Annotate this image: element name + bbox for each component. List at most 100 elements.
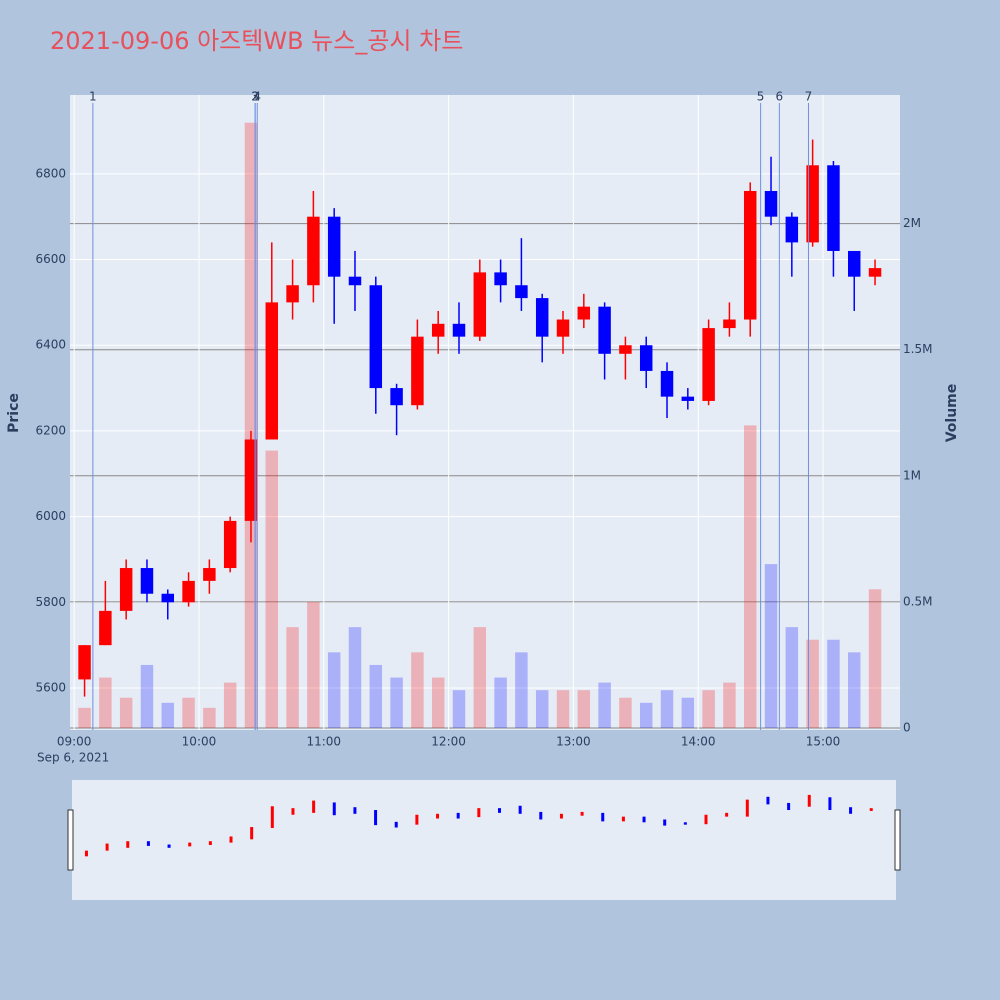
- y-tick-label: 6000: [35, 509, 66, 523]
- volume-bar: [577, 690, 591, 728]
- candle-body: [556, 319, 570, 337]
- candle-body: [619, 345, 632, 354]
- candle-body: [681, 396, 695, 401]
- slider-handle[interactable]: [67, 809, 74, 871]
- candle-body: [161, 593, 175, 603]
- volume-bar: [307, 601, 320, 728]
- volume-bar: [161, 702, 175, 728]
- volume-bar: [515, 652, 528, 728]
- candle-body: [203, 568, 216, 581]
- volume-bar: [868, 589, 882, 728]
- y2-tick-label: 0.5M: [903, 594, 932, 608]
- volume-bar: [702, 690, 715, 728]
- annotation-label: 6: [776, 90, 784, 104]
- candle-body: [452, 323, 466, 337]
- annotation-label: 3: [251, 90, 259, 104]
- volume-bar: [660, 690, 674, 728]
- volume-bar: [411, 652, 424, 728]
- candle-body: [411, 336, 424, 406]
- candle-body: [806, 165, 819, 243]
- candle-body: [868, 268, 882, 277]
- plot-area: [70, 95, 900, 730]
- candle-body: [473, 272, 487, 337]
- volume-bar: [369, 664, 383, 728]
- candle-body: [327, 216, 341, 277]
- candle-body: [78, 645, 91, 680]
- chart-title: 2021-09-06 아즈텍WB 뉴스_공시 차트: [50, 27, 463, 55]
- volume-bar: [244, 122, 258, 729]
- candle-body: [348, 276, 362, 286]
- candle-body: [119, 568, 133, 611]
- volume-bar: [806, 639, 819, 728]
- volume-bar: [223, 682, 237, 728]
- volume-bar: [99, 677, 112, 728]
- y2-tick-label: 1.5M: [903, 342, 932, 356]
- volume-bar: [348, 627, 362, 728]
- x-tick-label: 11:00: [306, 735, 341, 749]
- volume-bar: [619, 697, 632, 728]
- candle-body: [244, 439, 258, 521]
- x-tick-label: 14:00: [681, 735, 716, 749]
- x-tick-label: 10:00: [182, 735, 217, 749]
- y-tick-label: 5600: [35, 681, 66, 695]
- annotation-label: 2: [251, 90, 259, 104]
- candle-body: [639, 345, 653, 371]
- slider-handle[interactable]: [894, 809, 901, 871]
- volume-bar: [723, 682, 736, 728]
- volume-bar: [785, 627, 799, 728]
- candle-body: [431, 323, 445, 337]
- candle-body: [577, 306, 591, 320]
- y2-tick-label: 2M: [903, 216, 921, 230]
- volume-bar: [390, 677, 403, 728]
- y2-axis-title: Volume: [944, 384, 960, 443]
- candle-body: [223, 520, 237, 569]
- candle-body: [265, 302, 279, 440]
- volume-bar: [681, 697, 695, 728]
- y-tick-label: 6400: [35, 338, 66, 352]
- x-tick-label: 09:00: [57, 735, 92, 749]
- volume-bar: [556, 690, 570, 728]
- candle-body: [390, 388, 403, 406]
- candle-body: [660, 370, 674, 397]
- annotation-label: 1: [89, 90, 97, 104]
- volume-bar: [203, 707, 216, 728]
- volume-bar: [535, 690, 549, 728]
- volume-bar: [827, 639, 840, 728]
- candle-body: [702, 328, 715, 401]
- y-tick-label: 6200: [35, 423, 66, 437]
- candle-body: [598, 306, 611, 354]
- y-tick-label: 6600: [35, 252, 66, 266]
- candle-body: [99, 610, 112, 646]
- x-tick-label: 12:00: [431, 735, 466, 749]
- candle-body: [369, 285, 383, 389]
- candle-body: [743, 190, 757, 320]
- x-sublabel: Sep 6, 2021: [37, 751, 109, 765]
- annotation-label: 7: [805, 90, 813, 104]
- volume-bar: [286, 627, 299, 728]
- candle-body: [535, 298, 549, 337]
- volume-bar: [327, 652, 341, 728]
- volume-bar: [473, 627, 487, 728]
- x-tick-label: 13:00: [556, 735, 591, 749]
- candle-body: [140, 568, 154, 594]
- y2-tick-label: 1M: [903, 468, 921, 482]
- candle-body: [286, 285, 299, 303]
- candle-body: [182, 580, 195, 603]
- volume-bar: [764, 564, 778, 728]
- y-tick-label: 6800: [35, 166, 66, 180]
- volume-bar: [639, 702, 653, 728]
- candle-body: [847, 250, 861, 277]
- volume-bar: [265, 450, 279, 728]
- volume-bar: [494, 677, 507, 728]
- volume-bar: [140, 664, 154, 728]
- candle-body: [764, 190, 778, 217]
- candle-body: [515, 285, 528, 299]
- volume-bar: [182, 697, 195, 728]
- candle-body: [307, 216, 320, 286]
- volume-bar: [452, 690, 466, 728]
- y2-tick-label: 0: [903, 721, 911, 735]
- range-slider: [72, 780, 896, 900]
- volume-bar: [847, 652, 861, 728]
- candle-body: [494, 272, 507, 286]
